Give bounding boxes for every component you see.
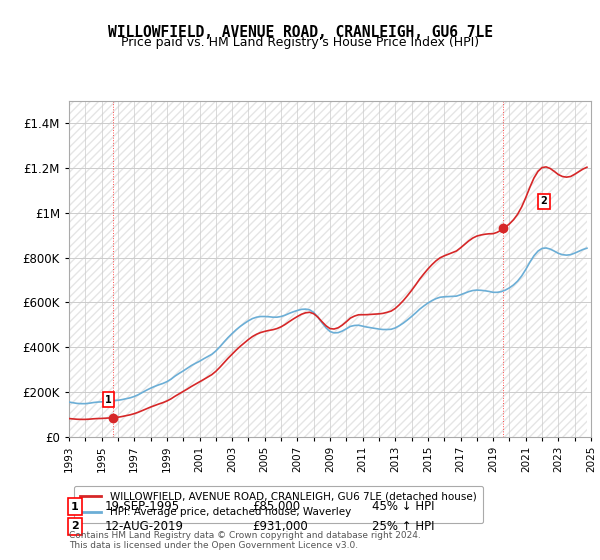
Text: 19-SEP-1995: 19-SEP-1995 xyxy=(105,500,180,514)
Text: Contains HM Land Registry data © Crown copyright and database right 2024.
This d: Contains HM Land Registry data © Crown c… xyxy=(69,530,421,550)
Text: 1: 1 xyxy=(105,395,112,405)
Text: 25% ↑ HPI: 25% ↑ HPI xyxy=(372,520,434,533)
Text: 2: 2 xyxy=(71,521,79,531)
Legend: WILLOWFIELD, AVENUE ROAD, CRANLEIGH, GU6 7LE (detached house), HPI: Average pric: WILLOWFIELD, AVENUE ROAD, CRANLEIGH, GU6… xyxy=(74,486,482,524)
Text: 2: 2 xyxy=(541,197,547,207)
Text: Price paid vs. HM Land Registry's House Price Index (HPI): Price paid vs. HM Land Registry's House … xyxy=(121,36,479,49)
Text: 1: 1 xyxy=(71,502,79,512)
Text: 12-AUG-2019: 12-AUG-2019 xyxy=(105,520,184,533)
Text: 45% ↓ HPI: 45% ↓ HPI xyxy=(372,500,434,514)
Text: £85,000: £85,000 xyxy=(252,500,300,514)
Text: WILLOWFIELD, AVENUE ROAD, CRANLEIGH, GU6 7LE: WILLOWFIELD, AVENUE ROAD, CRANLEIGH, GU6… xyxy=(107,25,493,40)
Text: £931,000: £931,000 xyxy=(252,520,308,533)
